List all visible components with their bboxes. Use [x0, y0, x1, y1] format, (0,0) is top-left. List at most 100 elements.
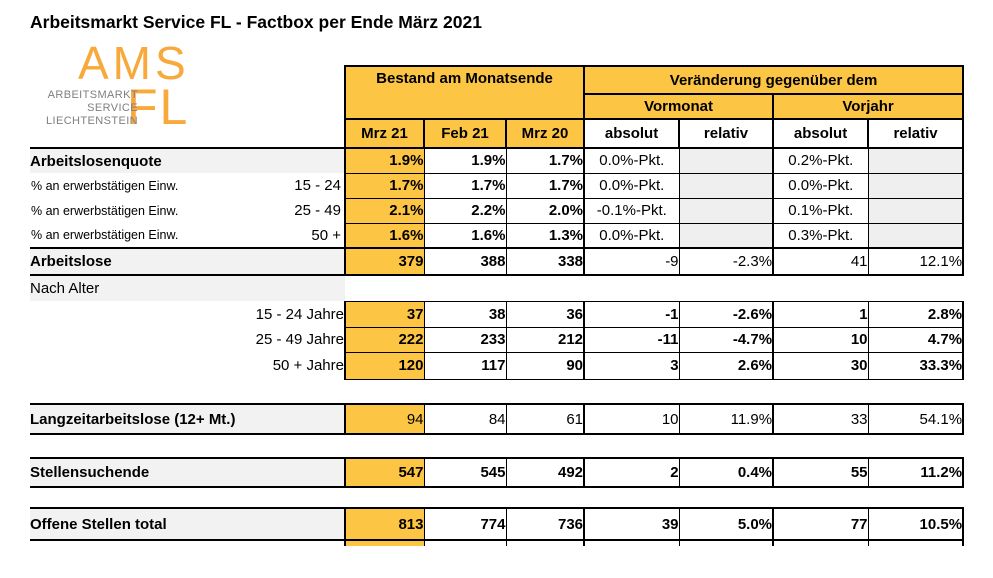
quote-25-49-vormonat-relativ — [678, 197, 774, 224]
offene-stellen-vorjahr-absolut: 77 — [772, 507, 869, 541]
quote-15-24-feb21: 1.7% — [423, 172, 506, 199]
header-bestand: Bestand am Monatsende — [343, 65, 586, 120]
arbeitslosenquote-vorjahr-absolut: 0.2%-Pkt. — [772, 147, 869, 174]
spacer-row — [30, 379, 963, 404]
age-15-24-mrz21: 37 — [344, 300, 424, 328]
quote-25-49-mrz20: 2.0% — [505, 197, 585, 224]
langzeitarbeitslose-vorjahr-absolut: 33 — [772, 403, 869, 435]
langzeitarbeitslose-mrz21: 94 — [344, 403, 424, 435]
age-50plus-mrz21: 120 — [344, 351, 424, 380]
row-quote-15-24: % an erwerbstätigen Einw. 15 - 24 1.7% 1.7%… — [30, 172, 965, 199]
arbeitslose-mrz20: 338 — [505, 247, 585, 276]
label-age-25-49: 25 - 49 Jahre — [255, 331, 344, 348]
offene-stellen-vormonat-relativ: 5.0% — [678, 507, 774, 541]
label-age-range: 50 + — [311, 226, 341, 244]
page-title: Arbeitsmarkt Service FL - Factbox per En… — [30, 12, 482, 32]
quote-50plus-mrz20: 1.3% — [505, 222, 585, 249]
age-25-49-vorjahr-absolut: 10 — [772, 326, 869, 353]
arbeitslose-vorjahr-relativ: 12.1% — [867, 247, 965, 276]
row-nach-alter: Nach Alter — [30, 275, 963, 301]
label-description: % an erwerbstätigen Einw. — [31, 178, 179, 193]
offene-stellen-vorjahr-relativ: 10.5% — [867, 507, 965, 541]
spacer-cell — [506, 487, 584, 508]
age-15-24-vorjahr-absolut: 1 — [772, 300, 869, 328]
age-25-49-feb21: 233 — [423, 326, 506, 353]
spacer-cell — [345, 434, 424, 458]
quote-15-24-vorjahr-relativ — [867, 172, 965, 199]
row-quote-25-49: % an erwerbstätigen Einw. 25 - 49 2.1% 2.2%… — [30, 197, 965, 224]
label-stellensuchende: Stellensuchende — [30, 457, 345, 488]
header-label-spacer — [30, 119, 345, 148]
nach-alter-empty-cell — [679, 275, 773, 301]
logo-subtitle-line: ARBEITSMARKT — [47, 89, 138, 101]
logo-subtitle-line: SERVICE — [87, 102, 138, 114]
age-50plus-vormonat-relativ: 2.6% — [678, 351, 774, 380]
nach-alter-empty-cell — [773, 275, 868, 301]
nach-alter-empty-cell — [345, 275, 424, 301]
label-age-15-24: 15 - 24 Jahre — [255, 305, 344, 323]
spacer-cell — [424, 487, 506, 508]
logo-subtitle-line: LIECHTENSTEIN — [46, 115, 138, 127]
label-description: % an erwerbstätigen Einw. — [31, 228, 179, 242]
age-25-49-vormonat-relativ: -4.7% — [678, 326, 774, 353]
age-15-24-mrz20: 36 — [505, 300, 585, 328]
arbeitslosenquote-vorjahr-relativ — [867, 147, 965, 174]
quote-25-49-mrz21: 2.1% — [344, 197, 424, 224]
stub-label-cell — [30, 540, 345, 546]
arbeitslose-feb21: 388 — [423, 247, 506, 276]
header-vorjahr-relativ: relativ — [867, 118, 965, 149]
offene-stellen-mrz21: 813 — [344, 507, 424, 541]
age-15-24-feb21: 38 — [423, 300, 506, 328]
header-vorjahr-absolut: absolut — [772, 118, 870, 149]
stellensuchende-vormonat-relativ: 0.4% — [678, 457, 774, 488]
offene-stellen-mrz20: 736 — [505, 507, 585, 541]
label-arbeitslose: Arbeitslose — [30, 247, 345, 276]
quote-25-49-feb21: 2.2% — [423, 197, 506, 224]
table-footer-stub — [30, 540, 965, 546]
stub-cell-vormonat-absolut — [583, 540, 680, 546]
nach-alter-empty-cell — [506, 275, 584, 301]
langzeitarbeitslose-mrz20: 61 — [505, 403, 585, 435]
spacer-row — [30, 487, 963, 508]
factbox-table: Bestand am Monatsende Veränderung gegenü… — [30, 65, 965, 546]
quote-15-24-vormonat-relativ — [678, 172, 774, 199]
langzeitarbeitslose-feb21: 84 — [423, 403, 506, 435]
spacer-row — [30, 434, 963, 458]
header-veraenderung: Veränderung gegenüber dem — [583, 65, 965, 95]
row-offene-stellen: Offene Stellen total 813 774 736 39 5.0% 77 10.… — [30, 507, 965, 541]
nach-alter-empty-cell — [424, 275, 506, 301]
arbeitslosenquote-feb21: 1.9% — [423, 147, 506, 174]
arbeitslosenquote-mrz20: 1.7% — [505, 147, 585, 174]
age-25-49-vorjahr-relativ: 4.7% — [867, 326, 965, 353]
spacer-cell — [868, 434, 963, 458]
spacer-cell — [424, 379, 506, 404]
spacer-cell — [679, 379, 773, 404]
spacer-cell — [345, 487, 424, 508]
quote-25-49-vorjahr-relativ — [867, 197, 965, 224]
age-15-24-vorjahr-relativ: 2.8% — [867, 300, 965, 328]
spacer-cell — [345, 379, 424, 404]
label-quote-15-24: % an erwerbstätigen Einw. 15 - 24 — [30, 173, 345, 198]
header-vormonat-relativ: relativ — [678, 118, 775, 149]
spacer-cell — [30, 434, 345, 458]
label-quote-25-49: % an erwerbstätigen Einw. 25 - 49 — [30, 198, 345, 223]
offene-stellen-vormonat-absolut: 39 — [583, 507, 680, 541]
age-15-24-vormonat-relativ: -2.6% — [678, 300, 774, 328]
header-month-feb-21: Feb 21 — [423, 118, 507, 149]
header-row-columns: Mrz 21 Feb 21 Mrz 20 absolut relativ abs… — [30, 118, 965, 149]
header-row-periods: Vormonat Vorjahr — [30, 93, 965, 120]
logo-fl-text: FL — [127, 79, 190, 135]
quote-50plus-vorjahr-absolut: 0.3%-Pkt. — [772, 222, 869, 249]
spacer-cell — [424, 434, 506, 458]
stellensuchende-mrz20: 492 — [505, 457, 585, 488]
arbeitslose-vormonat-relativ: -2.3% — [678, 247, 774, 276]
quote-50plus-vormonat-relativ — [678, 222, 774, 249]
age-25-49-mrz20: 212 — [505, 326, 585, 353]
row-age-50plus: 50 + Jahre 120 117 90 3 2.6% 30 33.3% — [30, 351, 965, 380]
age-50plus-mrz20: 90 — [505, 351, 585, 380]
spacer-cell — [506, 379, 584, 404]
stub-cell-vorjahr-absolut — [772, 540, 869, 546]
ams-logo: AMS FL ARBEITSMARKT SERVICE LIECHTENSTEI… — [30, 40, 230, 140]
row-age-15-24: 15 - 24 Jahre 37 38 36 -1 -2.6% 1 2.8% — [30, 300, 965, 328]
logo-subtitle: ARBEITSMARKT SERVICE LIECHTENSTEIN — [30, 89, 138, 128]
